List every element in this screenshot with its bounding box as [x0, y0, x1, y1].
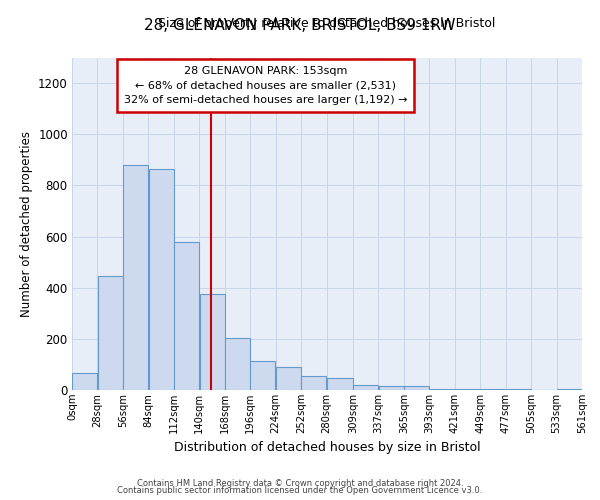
Title: Size of property relative to detached houses in Bristol: Size of property relative to detached ho… — [158, 17, 496, 30]
Bar — [379, 386, 404, 390]
Text: 28, GLENAVON PARK, BRISTOL, BS9 1RW: 28, GLENAVON PARK, BRISTOL, BS9 1RW — [144, 18, 456, 32]
Bar — [481, 388, 505, 390]
Bar — [506, 388, 531, 390]
Text: Contains HM Land Registry data © Crown copyright and database right 2024.: Contains HM Land Registry data © Crown c… — [137, 478, 463, 488]
Bar — [353, 385, 378, 390]
Bar — [327, 378, 353, 390]
Bar — [199, 294, 224, 390]
Bar — [250, 360, 275, 390]
Text: Contains public sector information licensed under the Open Government Licence v3: Contains public sector information licen… — [118, 486, 482, 495]
Bar — [123, 165, 148, 390]
Bar — [404, 386, 429, 390]
Bar — [557, 388, 582, 390]
Bar — [72, 374, 97, 390]
Text: 28 GLENAVON PARK: 153sqm
← 68% of detached houses are smaller (2,531)
32% of sem: 28 GLENAVON PARK: 153sqm ← 68% of detach… — [124, 66, 407, 106]
Bar — [149, 169, 173, 390]
Bar — [301, 376, 326, 390]
Bar — [174, 242, 199, 390]
Bar — [225, 338, 250, 390]
Y-axis label: Number of detached properties: Number of detached properties — [20, 130, 32, 317]
X-axis label: Distribution of detached houses by size in Bristol: Distribution of detached houses by size … — [173, 442, 481, 454]
Bar — [276, 367, 301, 390]
Bar — [98, 276, 122, 390]
Bar — [430, 388, 455, 390]
Bar — [455, 388, 480, 390]
